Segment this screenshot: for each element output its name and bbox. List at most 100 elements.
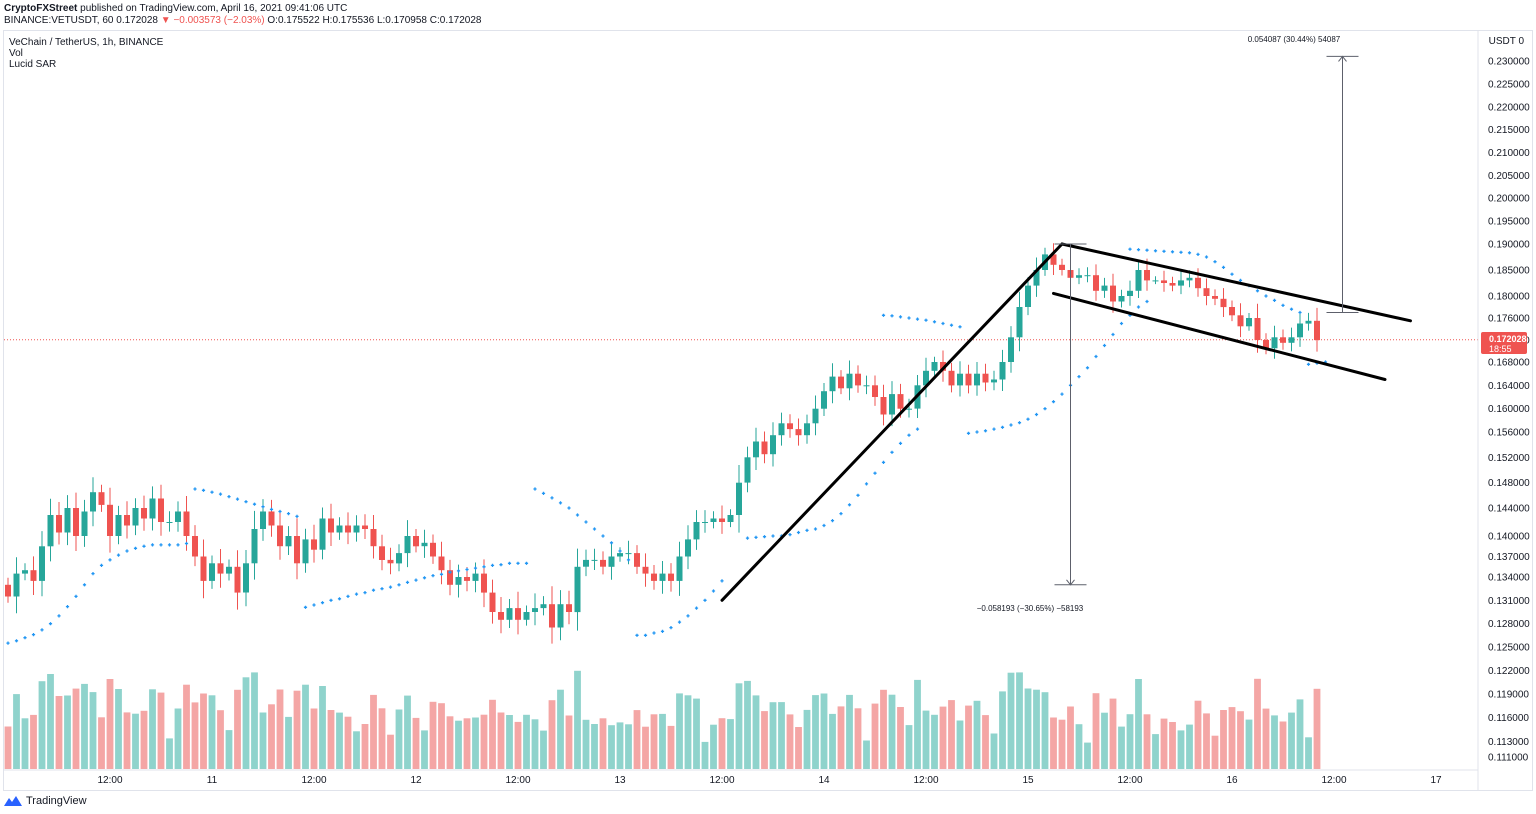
volume-bar [752,695,760,769]
candle-body [175,511,181,522]
candle [1016,291,1023,352]
volume-bar [353,731,360,769]
volume-bar [599,718,607,769]
volume-bar [455,720,462,769]
measure-tools[interactable]: 0.054087 (30.44%) 54087 −0.058193 (−30.6… [977,35,1359,613]
volume-bar [1271,715,1278,769]
sar-dot [660,629,665,633]
candle-body [268,511,275,526]
tradingview-brand[interactable]: TradingView [4,795,87,807]
volume-bar [1211,735,1219,769]
candle-body [574,566,581,613]
legend-vol[interactable]: Vol [9,48,23,59]
candle-body [880,397,887,415]
volume-bar [1237,711,1244,769]
candle-body [1135,270,1142,291]
sar-dot [1281,303,1285,307]
candle [387,547,394,575]
sar-dot [1034,412,1039,417]
volume-bar [863,740,870,769]
sar-dot [898,315,903,319]
candle-body [183,511,190,536]
sar-dot [448,570,452,574]
candle-body [761,441,768,455]
sar-dot [983,429,988,433]
candle [107,487,113,553]
price-tick-label: 0.210000 [1488,148,1530,159]
sar-dot [1009,423,1013,427]
candle-body [872,385,878,397]
candle [736,465,742,533]
candle [311,524,317,563]
volume-bar [1041,692,1049,769]
candle [132,498,139,536]
legend-title[interactable]: VeChain / TetherUS, 1h, BINANCE [9,37,164,48]
sar-dot [533,487,537,491]
price-tick-label: 0.156000 [1488,428,1530,439]
volume-bar [744,680,751,769]
volume-bar [21,718,29,769]
time-axis[interactable]: 12:00 11 12:00 12 12:00 13 12:00 14 12:00 15 12:00… [97,775,1442,786]
symbol-line: BINANCE:VETUSDT, 60 [4,15,114,26]
volume-bar [684,695,692,769]
volume-bar [140,710,148,769]
candle-body [549,604,555,628]
volume-bar [693,698,700,769]
candle-body [1186,277,1193,281]
candle [787,414,793,438]
sar-dot [575,513,580,517]
volume-bar [650,714,658,769]
candle [753,427,759,470]
legend-indicator[interactable]: Lucid SAR [9,59,57,70]
price-axis[interactable]: 0.230000 0.225000 0.220000 0.215000 0.210000… [1488,57,1530,764]
candle-body [515,608,521,620]
sar-dot [278,509,282,514]
volume-bar [1007,672,1015,769]
candle-body [583,559,589,567]
sar-dot [312,603,316,607]
axis-unit[interactable]: USDT 0 [1489,36,1524,47]
sar-dot [1111,332,1115,337]
candle [965,364,972,394]
candle [396,544,402,572]
candle [999,349,1006,391]
candle-body [413,536,419,547]
volume-bar [1254,678,1261,769]
sar-dot [142,544,146,548]
volume-bar [438,703,445,769]
candle [1237,303,1244,338]
candle [1135,262,1142,298]
time-tick-label: 16 [1226,775,1238,786]
time-tick-label: 12:00 [1321,775,1346,786]
time-tick-label: 12 [410,775,422,786]
candle-body [481,573,487,593]
sar-dot [303,605,308,609]
candle-body [1076,275,1082,278]
candle-body [1246,318,1252,327]
candle-body [591,559,598,561]
candle [770,422,776,467]
sar-dot [31,633,36,637]
candle [761,431,768,464]
candle-body [285,536,292,547]
published-text: published on TradingView.com, April 16, … [80,3,348,14]
volume-bar [208,695,216,769]
sar-dot [363,591,367,595]
candle-body [897,394,904,409]
volume-bar [251,672,258,769]
candle [1118,289,1125,308]
sar-dot [915,317,920,321]
time-tick-label: 12:00 [97,775,122,786]
sar-dot [1060,392,1064,396]
candle-body [812,408,819,424]
volume-bar [429,701,437,769]
candle [1297,312,1303,347]
candle [727,509,734,528]
candle [506,599,513,628]
candle-body [1033,270,1040,286]
price-tick-label: 0.119000 [1488,690,1529,701]
trendlines[interactable] [720,242,1412,602]
sar-dot [890,314,894,318]
volume-bar [174,708,182,769]
